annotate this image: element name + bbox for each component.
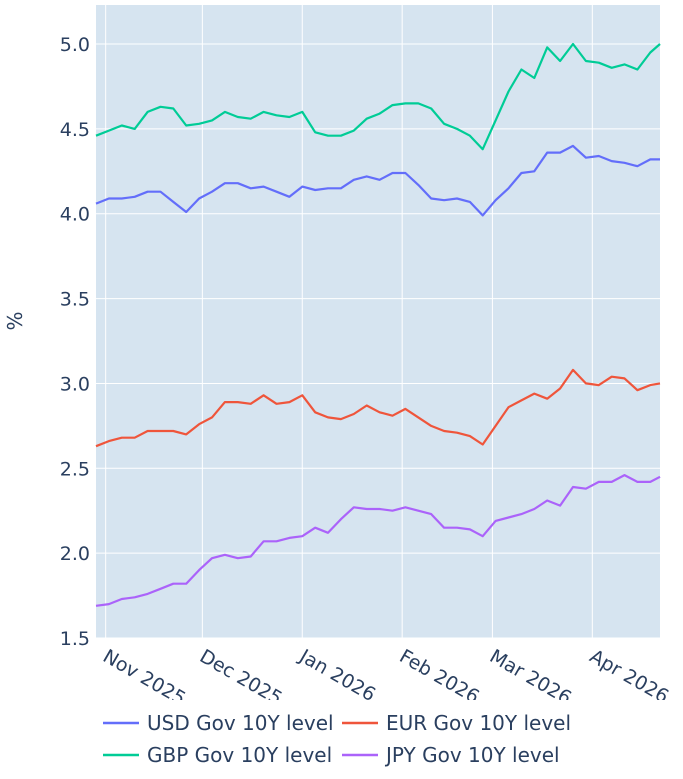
- legend: USD Gov 10Y level EUR Gov 10Y level GBP Go…: [0, 700, 683, 775]
- legend-label: EUR Gov 10Y level: [386, 711, 571, 735]
- y-tick-label: 3.5: [60, 289, 90, 311]
- y-tick-label: 1.5: [60, 628, 90, 650]
- y-tick-label: 4.0: [60, 204, 90, 226]
- legend-item[interactable]: USD Gov 10Y level: [103, 711, 334, 735]
- y-tick-label: 4.5: [60, 119, 90, 141]
- series-lines: [95, 42, 661, 607]
- gridlines: [96, 5, 660, 639]
- legend-background: [0, 700, 683, 775]
- series-line-eur: [95, 368, 661, 448]
- series-line-usd: [95, 144, 660, 217]
- legend-label: GBP Gov 10Y level: [147, 743, 332, 767]
- plot-area: [96, 5, 660, 638]
- x-tick-label: Feb 2026: [396, 645, 483, 708]
- legend-label: USD Gov 10Y level: [147, 711, 334, 735]
- y-tick-label: 2.5: [60, 458, 90, 480]
- legend-item[interactable]: EUR Gov 10Y level: [342, 711, 571, 735]
- x-tick-label: Apr 2026: [586, 645, 673, 708]
- series-line-jpy: [95, 474, 661, 607]
- legend-item[interactable]: GBP Gov 10Y level: [103, 743, 332, 767]
- legend-item[interactable]: JPY Gov 10Y level: [342, 743, 560, 767]
- y-tick-label: 5.0: [60, 34, 90, 56]
- x-tick-label: Jan 2026: [295, 645, 379, 706]
- y-axis-ticks: 1.5 2.0 2.5 3.0 3.5 4.0 4.5 5.0: [60, 34, 90, 650]
- y-axis-label: %: [3, 311, 27, 330]
- legend-label: JPY Gov 10Y level: [384, 743, 560, 767]
- series-line-gbp: [95, 42, 661, 151]
- y-tick-label: 2.0: [60, 543, 90, 565]
- y-tick-label: 3.0: [60, 373, 90, 395]
- x-tick-label: Mar 2026: [486, 645, 575, 709]
